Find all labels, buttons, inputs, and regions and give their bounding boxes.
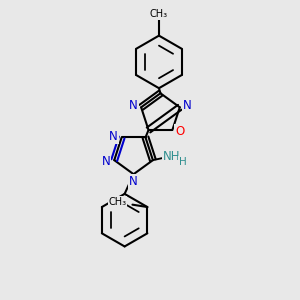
Text: N: N bbox=[101, 155, 110, 168]
Text: CH₃: CH₃ bbox=[108, 197, 127, 207]
Text: N: N bbox=[183, 99, 192, 112]
Text: N: N bbox=[129, 175, 138, 188]
Text: H: H bbox=[179, 157, 187, 166]
Text: O: O bbox=[175, 125, 184, 138]
Text: N: N bbox=[129, 99, 138, 112]
Text: NH: NH bbox=[163, 150, 181, 163]
Text: CH₃: CH₃ bbox=[150, 9, 168, 19]
Text: N: N bbox=[109, 130, 118, 143]
